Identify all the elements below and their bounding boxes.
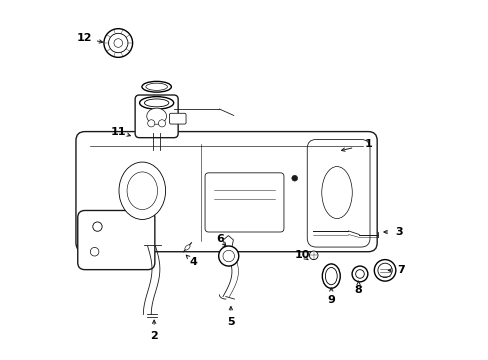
Ellipse shape: [139, 96, 173, 109]
Text: 11: 11: [110, 127, 126, 136]
Circle shape: [355, 270, 364, 278]
FancyBboxPatch shape: [135, 95, 178, 138]
Ellipse shape: [145, 83, 167, 90]
Text: 6: 6: [216, 234, 224, 244]
Text: 12: 12: [77, 33, 93, 43]
Text: 9: 9: [326, 295, 335, 305]
FancyBboxPatch shape: [169, 113, 185, 124]
Ellipse shape: [119, 162, 165, 220]
Circle shape: [108, 33, 128, 53]
Text: 1: 1: [364, 139, 371, 149]
Circle shape: [90, 247, 99, 256]
Circle shape: [377, 263, 391, 278]
Circle shape: [104, 29, 132, 57]
Circle shape: [309, 251, 317, 260]
Circle shape: [114, 39, 122, 47]
Circle shape: [158, 120, 165, 127]
Ellipse shape: [127, 172, 157, 210]
Circle shape: [147, 120, 155, 127]
FancyBboxPatch shape: [76, 132, 376, 252]
Ellipse shape: [184, 245, 190, 250]
Polygon shape: [223, 235, 233, 247]
Text: 5: 5: [226, 317, 234, 327]
Circle shape: [351, 266, 367, 282]
Circle shape: [218, 246, 238, 266]
Circle shape: [93, 222, 102, 231]
Circle shape: [291, 175, 297, 181]
Circle shape: [373, 260, 395, 281]
Text: 8: 8: [354, 285, 362, 296]
FancyBboxPatch shape: [306, 139, 369, 247]
Ellipse shape: [142, 81, 171, 92]
Text: 3: 3: [394, 227, 402, 237]
Text: 7: 7: [397, 265, 405, 275]
Circle shape: [223, 250, 234, 262]
Text: 4: 4: [189, 257, 197, 267]
Ellipse shape: [146, 108, 166, 124]
FancyBboxPatch shape: [204, 173, 284, 232]
Text: 2: 2: [150, 331, 158, 341]
FancyBboxPatch shape: [78, 211, 155, 270]
Text: 10: 10: [294, 250, 309, 260]
Ellipse shape: [325, 267, 337, 285]
Ellipse shape: [321, 167, 351, 219]
Ellipse shape: [144, 99, 168, 107]
Ellipse shape: [322, 264, 340, 288]
